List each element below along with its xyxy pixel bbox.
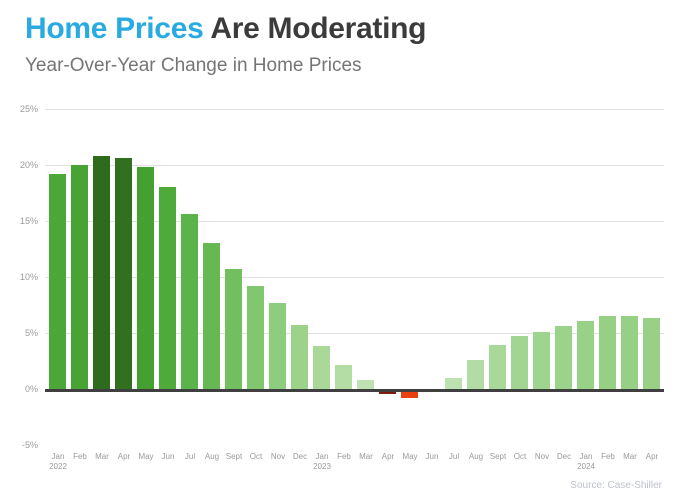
x-axis-tick-label: Sept <box>489 452 507 461</box>
bar-jan-2024 <box>577 320 594 389</box>
y-axis-tick-label: 20% <box>19 160 38 170</box>
bar-dec-2022 <box>291 325 308 389</box>
x-axis-tick-label: Jul <box>448 452 460 461</box>
gridline-15% <box>45 221 664 222</box>
gridline-10% <box>45 277 664 278</box>
x-axis-year-label: 2023 <box>313 462 331 471</box>
bar-jul-2022 <box>181 214 198 389</box>
bar-nov-2022 <box>269 302 286 389</box>
gridline-0% <box>45 389 664 392</box>
y-axis-tick-label: 15% <box>19 216 38 226</box>
bar-apr-2024 <box>643 318 660 389</box>
x-axis-tick-label: Apr <box>117 452 131 461</box>
source-note: Source: Case-Shiller <box>570 480 662 491</box>
x-axis-tick-label: Oct <box>513 452 527 461</box>
bar-feb-2023 <box>335 365 352 389</box>
bar-apr-2023 <box>379 392 396 395</box>
y-axis-tick-label: 5% <box>24 328 38 338</box>
y-axis-tick-label: 10% <box>19 272 38 282</box>
bar-dec-2023 <box>555 326 572 389</box>
x-axis-tick-label: Jun <box>425 452 439 461</box>
bar-jan-2023 <box>313 346 330 389</box>
gridline-5% <box>45 333 664 334</box>
page-subtitle: Year-Over-Year Change in Home Prices <box>25 55 362 76</box>
bar-may-2022 <box>137 167 154 389</box>
bar-sept-2022 <box>225 269 242 389</box>
bar-mar-2023 <box>357 380 374 389</box>
x-axis-tick-label: Oct <box>249 452 263 461</box>
bar-aug-2022 <box>203 243 220 389</box>
page-title-highlight: Home Prices <box>25 12 204 45</box>
bar-jan-2022 <box>49 173 66 389</box>
x-axis-tick-label: Apr <box>381 452 395 461</box>
x-axis-tick-label: Jun <box>161 452 175 461</box>
x-axis-year-label: 2022 <box>49 462 67 471</box>
x-axis-tick-label: Mar <box>95 452 109 461</box>
bar-mar-2024 <box>621 316 638 389</box>
page-title-rest: Are Moderating <box>203 12 427 45</box>
bar-apr-2022 <box>115 158 132 389</box>
bar-mar-2022 <box>93 156 110 389</box>
x-axis-tick-label: Feb <box>601 452 615 461</box>
bar-aug-2023 <box>467 359 484 389</box>
x-axis-tick-label: Nov <box>534 452 550 461</box>
x-axis-year-label: 2024 <box>577 462 595 471</box>
x-axis-tick-label: Mar <box>359 452 373 461</box>
x-axis-tick-label: Dec <box>292 452 308 461</box>
bar-oct-2023 <box>511 336 528 389</box>
bar-sept-2023 <box>489 345 506 389</box>
x-axis-tick-label: Sept <box>225 452 243 461</box>
y-axis-tick-label: -5% <box>21 440 38 450</box>
gridline-20% <box>45 165 664 166</box>
x-axis-tick-label: Dec <box>556 452 572 461</box>
bar-jun-2022 <box>159 187 176 389</box>
x-axis-tick-label: Jan <box>579 452 593 461</box>
bar-jul-2023 <box>445 377 462 389</box>
x-axis-tick-label: Jan <box>51 452 65 461</box>
bar-feb-2022 <box>71 165 88 389</box>
gridline-25% <box>45 109 664 110</box>
x-axis-tick-label: Mar <box>623 452 637 461</box>
x-axis-tick-label: Feb <box>337 452 351 461</box>
bar-feb-2024 <box>599 316 616 389</box>
bar-may-2023 <box>401 392 418 398</box>
x-axis-tick-label: Nov <box>270 452 286 461</box>
x-axis-tick-label: Feb <box>73 452 87 461</box>
x-axis-tick-label: Aug <box>204 452 220 461</box>
x-axis-tick-label: Jul <box>184 452 196 461</box>
x-axis-tick-label: Aug <box>468 452 484 461</box>
page-title: Home Prices Are Moderating <box>25 12 427 46</box>
bar-nov-2023 <box>533 331 550 389</box>
x-axis-tick-label: Jan <box>315 452 329 461</box>
y-axis-tick-label: 0% <box>24 384 38 394</box>
x-axis-tick-label: Apr <box>645 452 659 461</box>
y-axis-tick-label: 25% <box>19 104 38 114</box>
x-axis-tick-label: May <box>402 452 418 461</box>
x-axis-tick-label: May <box>138 452 154 461</box>
bar-oct-2022 <box>247 285 264 389</box>
